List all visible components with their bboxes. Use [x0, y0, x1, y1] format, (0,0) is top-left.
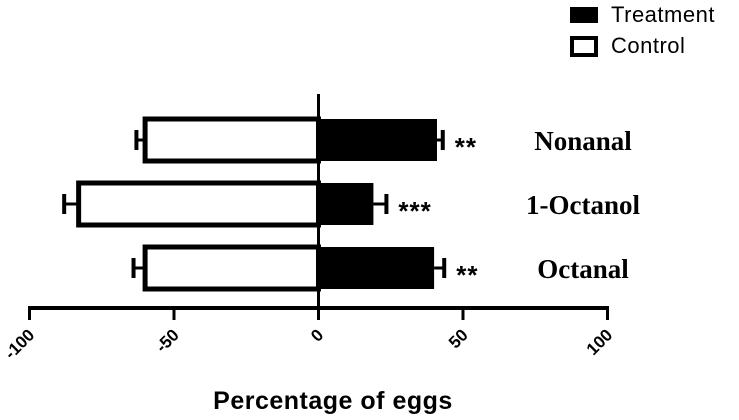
- significance-stars: ***: [398, 196, 431, 226]
- control-bar: [142, 116, 321, 164]
- legend-item-control: Control: [570, 35, 715, 57]
- x-tick-label: 50: [445, 325, 472, 352]
- category-label: Octanal: [537, 254, 629, 284]
- control-bar: [76, 180, 321, 228]
- x-tick-label: -100: [1, 325, 38, 362]
- legend-label-control: Control: [611, 33, 686, 58]
- treatment-bar: [318, 119, 437, 161]
- significance-stars: **: [455, 132, 477, 162]
- x-tick-label: 0: [307, 325, 327, 345]
- significance-stars: **: [456, 260, 478, 290]
- control-bar: [142, 244, 321, 292]
- treatment-bar: [318, 183, 374, 225]
- treatment-bar: [318, 247, 435, 289]
- legend: Treatment Control: [570, 4, 715, 57]
- control-swatch-icon: [570, 35, 598, 57]
- x-tick-label: 100: [583, 325, 616, 358]
- x-tick-label: -50: [152, 325, 183, 356]
- treatment-swatch-icon: [570, 7, 598, 23]
- legend-label-treatment: Treatment: [611, 2, 715, 27]
- legend-item-treatment: Treatment: [570, 4, 715, 26]
- category-label: 1-Octanol: [526, 190, 640, 220]
- x-axis-title: Percentage of eggs: [213, 387, 453, 415]
- category-label: Nonanal: [534, 126, 632, 156]
